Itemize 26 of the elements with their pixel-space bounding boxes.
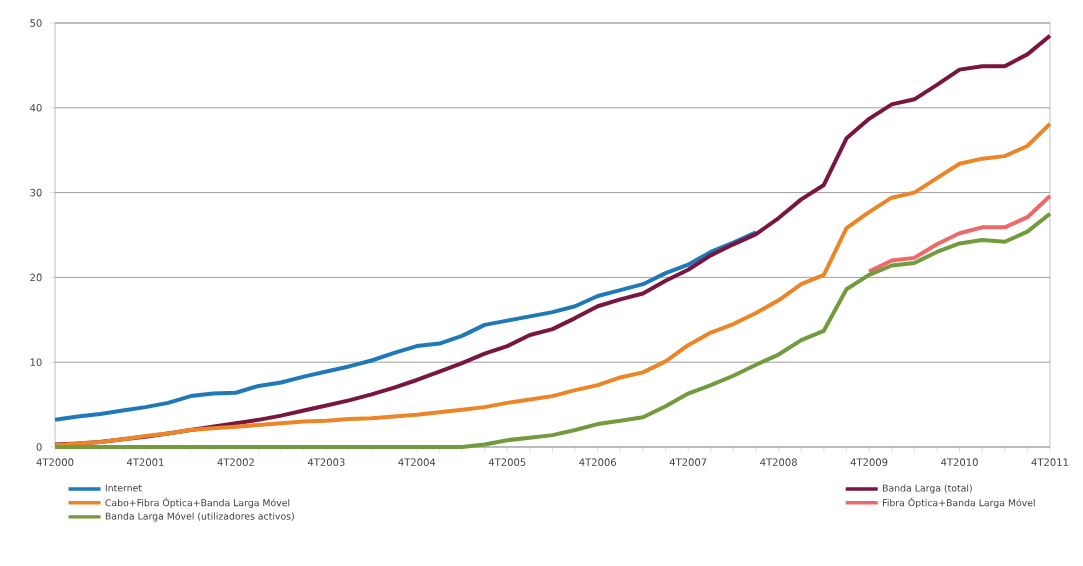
x-tick-label: 4T2000 xyxy=(36,458,74,466)
line-series xyxy=(53,121,1052,448)
legend-label: Banda Larga Móvel (utilizadores activos) xyxy=(105,512,294,522)
x-tick-label: 4T2004 xyxy=(398,458,436,466)
legend-label: Cabo+Fibra Óptica+Banda Larga Móvel xyxy=(105,497,290,509)
y-tick-label: 30 xyxy=(30,188,42,197)
line-series xyxy=(53,230,759,422)
legend-label: Fibra Óptica+Banda Larga Móvel xyxy=(883,497,1035,509)
legend-label: Banda Larga (total) xyxy=(883,484,972,494)
x-tick-label: 4T2011 xyxy=(1031,458,1069,466)
y-tick-label: 0 xyxy=(36,443,42,451)
legend-label: Internet xyxy=(105,484,142,492)
y-tick-label: 50 xyxy=(30,19,42,27)
x-tick-label: 4T2001 xyxy=(126,458,164,466)
x-tick-label: 4T2008 xyxy=(760,458,797,466)
x-tick-label: 4T2007 xyxy=(669,458,707,466)
x-tick-label: 4T2002 xyxy=(217,458,254,466)
y-tick-label: 40 xyxy=(30,104,42,112)
x-tick-label: 4T2009 xyxy=(850,458,888,466)
x-tick-label: 4T2003 xyxy=(307,458,345,466)
x-tick-label: 4T2005 xyxy=(488,458,526,466)
y-tick-label: 20 xyxy=(30,273,42,282)
x-tick-label: 4T2006 xyxy=(579,458,617,466)
x-tick-label: 4T2010 xyxy=(941,458,978,466)
y-tick-label: 10 xyxy=(30,358,42,366)
line-series xyxy=(867,193,1052,274)
